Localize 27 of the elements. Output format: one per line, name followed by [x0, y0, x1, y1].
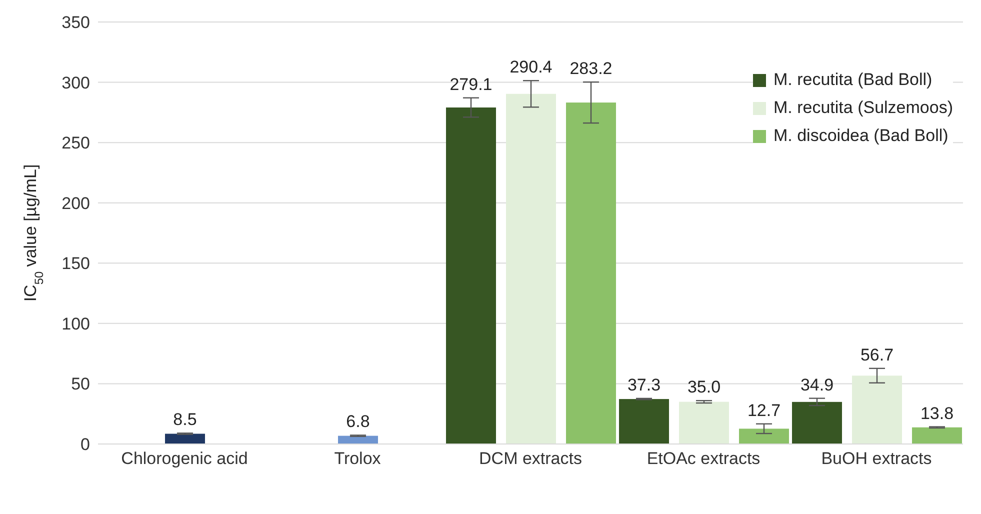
data-label: 279.1 [450, 74, 492, 94]
data-label: 283.2 [570, 59, 612, 78]
x-tick-label: Chlorogenic acid [121, 449, 248, 468]
y-tick-label: 150 [62, 254, 90, 274]
data-label: 35.0 [687, 378, 721, 397]
x-tick-label: BuOH extracts [821, 449, 932, 468]
data-label: 56.7 [860, 345, 894, 364]
data-label: 34.9 [800, 375, 834, 394]
y-tick-label: 0 [80, 435, 90, 454]
x-tick-label: Trolox [334, 449, 382, 468]
data-label: 8.5 [173, 410, 197, 430]
x-tick-label: DCM extracts [479, 449, 582, 468]
data-label: 12.7 [747, 400, 781, 420]
y-tick-label: 350 [62, 13, 90, 32]
legend-label: M. discoidea (Bad Boll) [774, 125, 948, 147]
data-label: 37.3 [627, 375, 661, 394]
y-tick-label: 250 [62, 134, 90, 153]
data-label: 13.8 [920, 404, 954, 423]
legend-label: M. recutita (Sulzemoos) [774, 97, 953, 119]
data-label: 290.4 [510, 58, 552, 77]
y-tick-label: 100 [62, 314, 90, 334]
y-tick-label: 50 [71, 374, 90, 394]
y-tick-label: 200 [62, 194, 90, 213]
x-tick-label: EtOAc extracts [646, 449, 760, 468]
legend-label: M. recutita (Bad Boll) [774, 69, 932, 91]
y-tick-label: 300 [62, 73, 90, 92]
data-label: 6.8 [346, 412, 370, 432]
